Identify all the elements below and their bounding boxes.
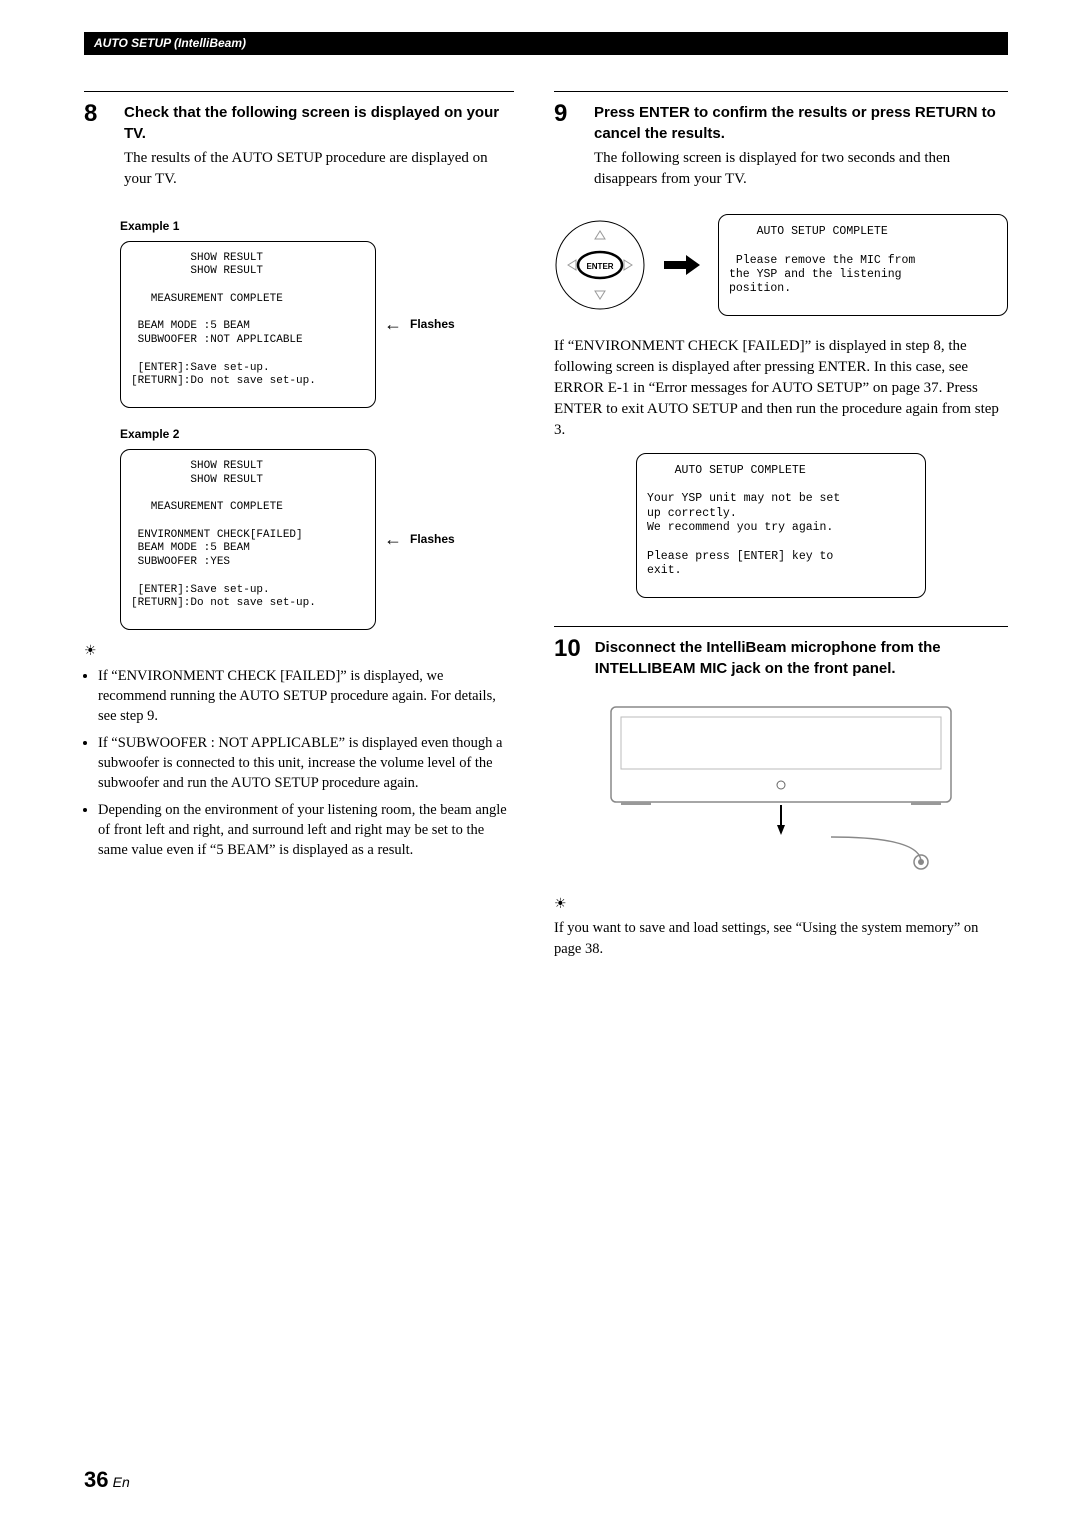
step-number: 10 [554,637,581,683]
step-8: 8 Check that the following screen is dis… [84,91,514,200]
step-number: 8 [84,102,110,200]
lcd-complete-1: AUTO SETUP COMPLETE Please remove the MI… [718,214,1008,316]
step-9-title: Press ENTER to confirm the results or pr… [594,102,1008,144]
tips-icon: ☀︎ [554,895,1008,915]
list-item: If “ENVIRONMENT CHECK [FAILED]” is displ… [98,666,514,727]
arrow-left-icon: ← [384,527,402,552]
remote-dpad-icon: ENTER [554,219,646,311]
step-9: 9 Press ENTER to confirm the results or … [554,91,1008,200]
step-10: 10 Disconnect the IntelliBeam microphone… [554,626,1008,683]
step-10-title: Disconnect the IntelliBeam microphone fr… [595,637,1008,679]
flashes-label: Flashes [410,316,455,333]
step-8-notes: If “ENVIRONMENT CHECK [FAILED]” is displ… [84,666,514,861]
example-2-label: Example 2 [120,426,514,443]
list-item: If “SUBWOOFER : NOT APPLICABLE” is displ… [98,733,514,794]
step-8-text: The results of the AUTO SETUP procedure … [124,148,514,190]
arrow-right-icon [664,255,700,275]
lcd-example-1: SHOW RESULT SHOW RESULT MEASUREMENT COMP… [120,241,376,409]
arrow-left-icon: ← [384,312,402,337]
list-item: Depending on the environment of your lis… [98,800,514,861]
section-header: AUTO SETUP (IntelliBeam) [84,32,1008,55]
enter-label: ENTER [586,262,613,271]
step-9-text: The following screen is displayed for tw… [594,148,1008,190]
right-column: 9 Press ENTER to confirm the results or … [554,91,1008,971]
page-number: 36 En [84,1465,130,1496]
tips-icon: ☀︎ [84,642,514,662]
example-1-label: Example 1 [120,218,514,235]
step-10-tip: If you want to save and load settings, s… [554,918,1008,959]
left-column: 8 Check that the following screen is dis… [84,91,514,971]
lcd-complete-2: AUTO SETUP COMPLETE Your YSP unit may no… [636,453,926,598]
step-9-para: If “ENVIRONMENT CHECK [FAILED]” is displ… [554,336,1008,441]
lcd-example-2: SHOW RESULT SHOW RESULT MEASUREMENT COMP… [120,449,376,630]
step-number: 9 [554,102,580,200]
front-panel-diagram [591,697,971,877]
page-lang: En [113,1474,130,1490]
flashes-label: Flashes [410,531,455,548]
page-num-value: 36 [84,1467,108,1492]
step-8-title: Check that the following screen is displ… [124,102,514,144]
